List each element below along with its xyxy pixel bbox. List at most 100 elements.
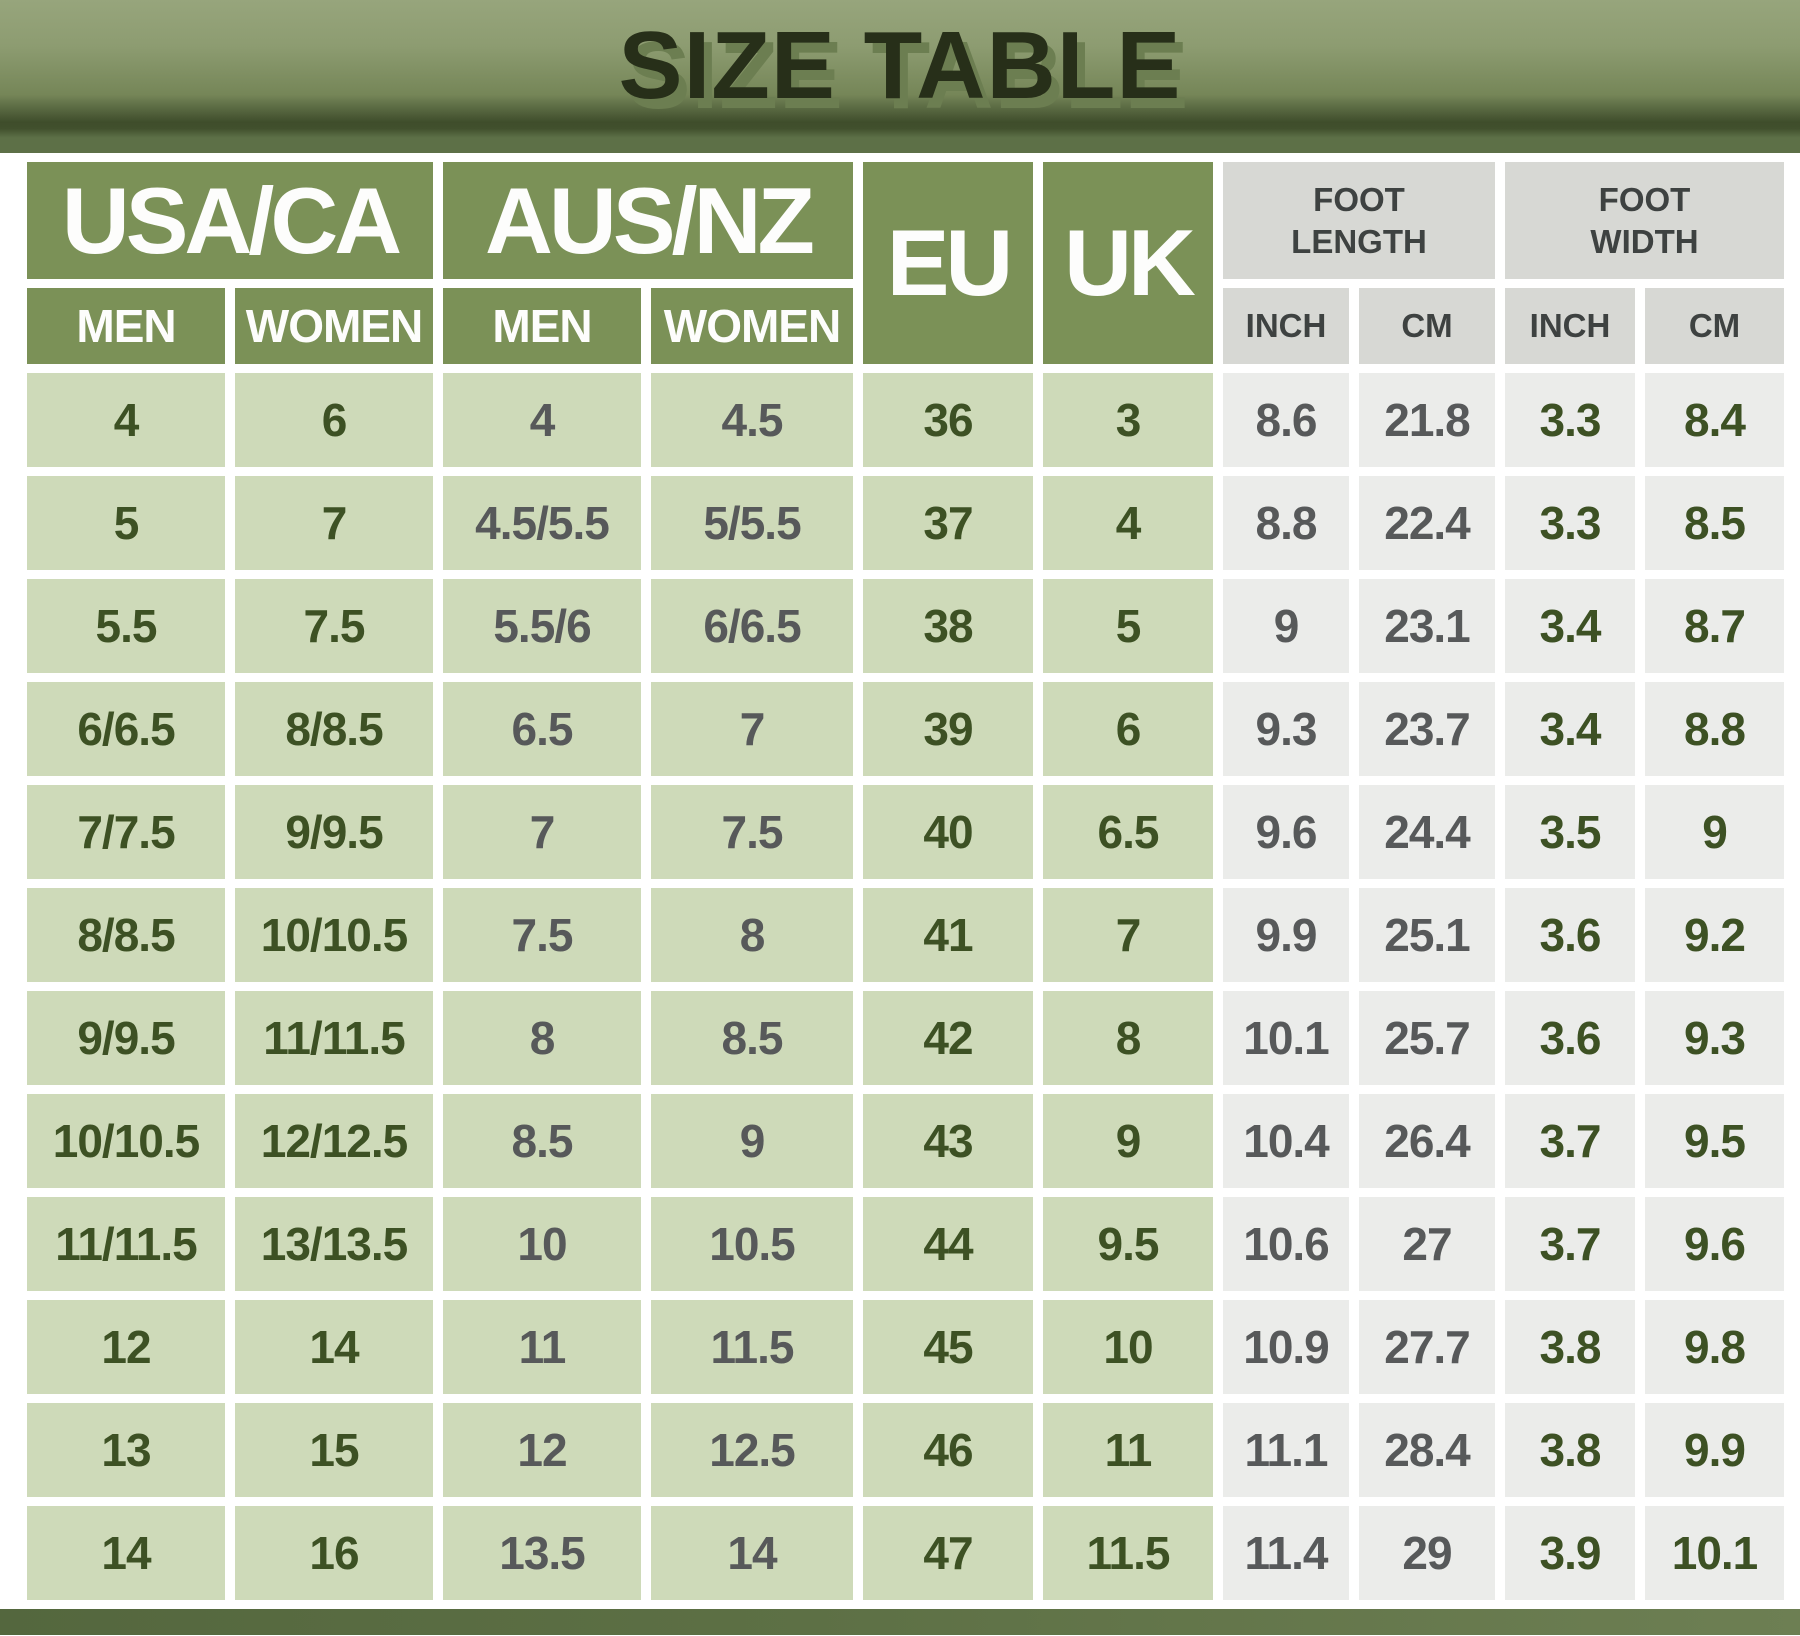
bottom-strip [0,1609,1800,1635]
cell-usa-women: 15 [235,1403,433,1497]
cell-foot-width-cm: 9.3 [1645,991,1784,1085]
cell-usa-men: 14 [27,1506,225,1600]
cell-usa-men: 13 [27,1403,225,1497]
cell-usa-men: 6/6.5 [27,682,225,776]
cell-uk: 9.5 [1043,1197,1213,1291]
cell-foot-width-cm: 8.7 [1645,579,1784,673]
cell-aus-women: 14 [651,1506,853,1600]
cell-foot-width-inch: 3.4 [1505,682,1635,776]
cell-aus-men: 5.5/6 [443,579,641,673]
cell-foot-width-inch: 3.9 [1505,1506,1635,1600]
cell-eu: 41 [863,888,1033,982]
cell-foot-width-cm: 8.5 [1645,476,1784,570]
cell-aus-men: 7 [443,785,641,879]
cell-eu: 45 [863,1300,1033,1394]
cell-usa-women: 9/9.5 [235,785,433,879]
header-foot-width-label: FOOT WIDTH [1590,181,1699,260]
cell-foot-length-cm: 29 [1359,1506,1495,1600]
cell-usa-women: 16 [235,1506,433,1600]
cell-foot-width-cm: 9.5 [1645,1094,1784,1188]
cell-aus-women: 7.5 [651,785,853,879]
page-title: SIZE TABLE [618,11,1182,119]
subheader-foot-length-inch: INCH [1223,288,1349,364]
cell-aus-men: 4 [443,373,641,467]
cell-uk: 3 [1043,373,1213,467]
cell-aus-women: 11.5 [651,1300,853,1394]
cell-foot-length-cm: 23.7 [1359,682,1495,776]
cell-aus-women: 5/5.5 [651,476,853,570]
cell-aus-men: 7.5 [443,888,641,982]
cell-aus-men: 10 [443,1197,641,1291]
cell-usa-men: 5 [27,476,225,570]
subheader-foot-length-cm: CM [1359,288,1495,364]
cell-foot-width-inch: 3.6 [1505,888,1635,982]
cell-aus-women: 9 [651,1094,853,1188]
cell-uk: 6.5 [1043,785,1213,879]
cell-foot-width-cm: 9.6 [1645,1197,1784,1291]
subheader-foot-width-cm: CM [1645,288,1784,364]
header-aus-nz: AUS/NZ [443,162,853,279]
cell-foot-width-inch: 3.4 [1505,579,1635,673]
subheader-aus-women: WOMEN [651,288,853,364]
cell-usa-men: 11/11.5 [27,1197,225,1291]
cell-foot-width-cm: 10.1 [1645,1506,1784,1600]
cell-foot-length-inch: 10.9 [1223,1300,1349,1394]
cell-eu: 47 [863,1506,1033,1600]
cell-usa-women: 11/11.5 [235,991,433,1085]
cell-foot-width-inch: 3.7 [1505,1094,1635,1188]
cell-aus-women: 8 [651,888,853,982]
title-banner: SIZE TABLE [0,0,1800,153]
cell-aus-women: 4.5 [651,373,853,467]
cell-eu: 43 [863,1094,1033,1188]
cell-foot-width-cm: 9 [1645,785,1784,879]
cell-foot-width-cm: 8.4 [1645,373,1784,467]
cell-aus-women: 10.5 [651,1197,853,1291]
cell-eu: 36 [863,373,1033,467]
cell-usa-women: 6 [235,373,433,467]
cell-uk: 4 [1043,476,1213,570]
cell-usa-women: 7.5 [235,579,433,673]
cell-eu: 42 [863,991,1033,1085]
cell-foot-length-cm: 21.8 [1359,373,1495,467]
cell-uk: 5 [1043,579,1213,673]
cell-aus-men: 6.5 [443,682,641,776]
cell-foot-length-cm: 27 [1359,1197,1495,1291]
subheader-usa-women: WOMEN [235,288,433,364]
header-eu: EU [863,162,1033,364]
cell-aus-women: 12.5 [651,1403,853,1497]
header-uk: UK [1043,162,1213,364]
cell-eu: 46 [863,1403,1033,1497]
subheader-usa-men: MEN [27,288,225,364]
cell-uk: 11 [1043,1403,1213,1497]
cell-usa-men: 4 [27,373,225,467]
cell-foot-length-cm: 22.4 [1359,476,1495,570]
cell-foot-length-inch: 8.6 [1223,373,1349,467]
cell-foot-width-inch: 3.8 [1505,1403,1635,1497]
cell-uk: 11.5 [1043,1506,1213,1600]
cell-usa-men: 5.5 [27,579,225,673]
cell-uk: 6 [1043,682,1213,776]
cell-foot-length-inch: 11.4 [1223,1506,1349,1600]
cell-uk: 10 [1043,1300,1213,1394]
cell-aus-men: 4.5/5.5 [443,476,641,570]
cell-eu: 39 [863,682,1033,776]
cell-foot-length-inch: 10.1 [1223,991,1349,1085]
cell-foot-width-inch: 3.7 [1505,1197,1635,1291]
cell-aus-men: 13.5 [443,1506,641,1600]
cell-eu: 40 [863,785,1033,879]
cell-aus-men: 8.5 [443,1094,641,1188]
cell-foot-length-inch: 8.8 [1223,476,1349,570]
cell-aus-men: 11 [443,1300,641,1394]
cell-usa-women: 8/8.5 [235,682,433,776]
cell-foot-width-inch: 3.8 [1505,1300,1635,1394]
cell-foot-length-inch: 9 [1223,579,1349,673]
cell-foot-width-cm: 8.8 [1645,682,1784,776]
cell-foot-length-inch: 9.9 [1223,888,1349,982]
cell-foot-length-cm: 25.7 [1359,991,1495,1085]
cell-foot-length-cm: 23.1 [1359,579,1495,673]
subheader-aus-men: MEN [443,288,641,364]
cell-foot-length-inch: 10.4 [1223,1094,1349,1188]
cell-foot-width-inch: 3.3 [1505,476,1635,570]
cell-foot-width-cm: 9.2 [1645,888,1784,982]
cell-aus-men: 8 [443,991,641,1085]
